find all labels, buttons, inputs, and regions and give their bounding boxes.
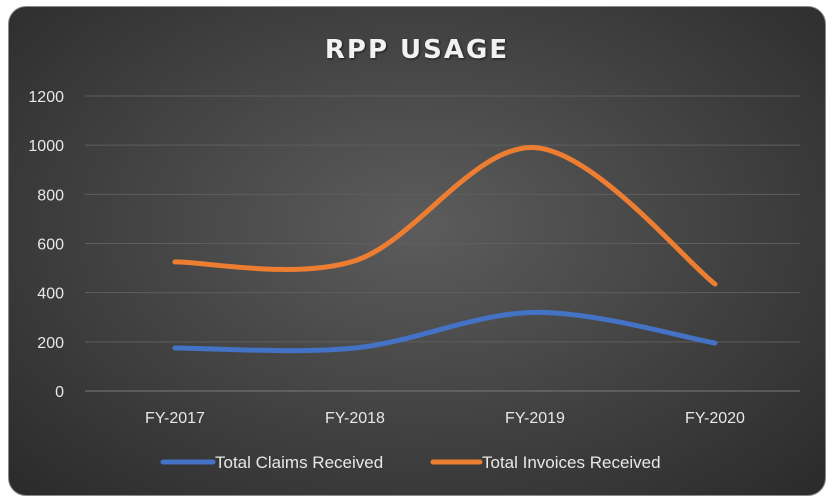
y-tick-label: 1000 — [28, 138, 64, 155]
series-line-1 — [172, 309, 718, 354]
x-tick-label: FY-2017 — [145, 410, 205, 427]
y-tick-label: 1200 — [28, 89, 64, 106]
y-tick-label: 600 — [37, 237, 64, 254]
legend-label: Total Claims Received — [215, 453, 383, 472]
y-tick-label: 200 — [37, 335, 64, 352]
y-tick-label: 800 — [37, 187, 64, 204]
legend-label: Total Invoices Received — [482, 453, 661, 472]
x-tick-label: FY-2020 — [685, 410, 745, 427]
x-tick-label: FY-2019 — [505, 410, 565, 427]
series-line-2 — [172, 145, 718, 287]
chart-frame: RPP USAGE — [8, 6, 826, 496]
x-tick-label: FY-2018 — [325, 410, 385, 427]
chart-title: RPP USAGE — [324, 35, 510, 65]
y-tick-label: 400 — [37, 286, 64, 303]
y-tick-label: 0 — [55, 384, 64, 401]
